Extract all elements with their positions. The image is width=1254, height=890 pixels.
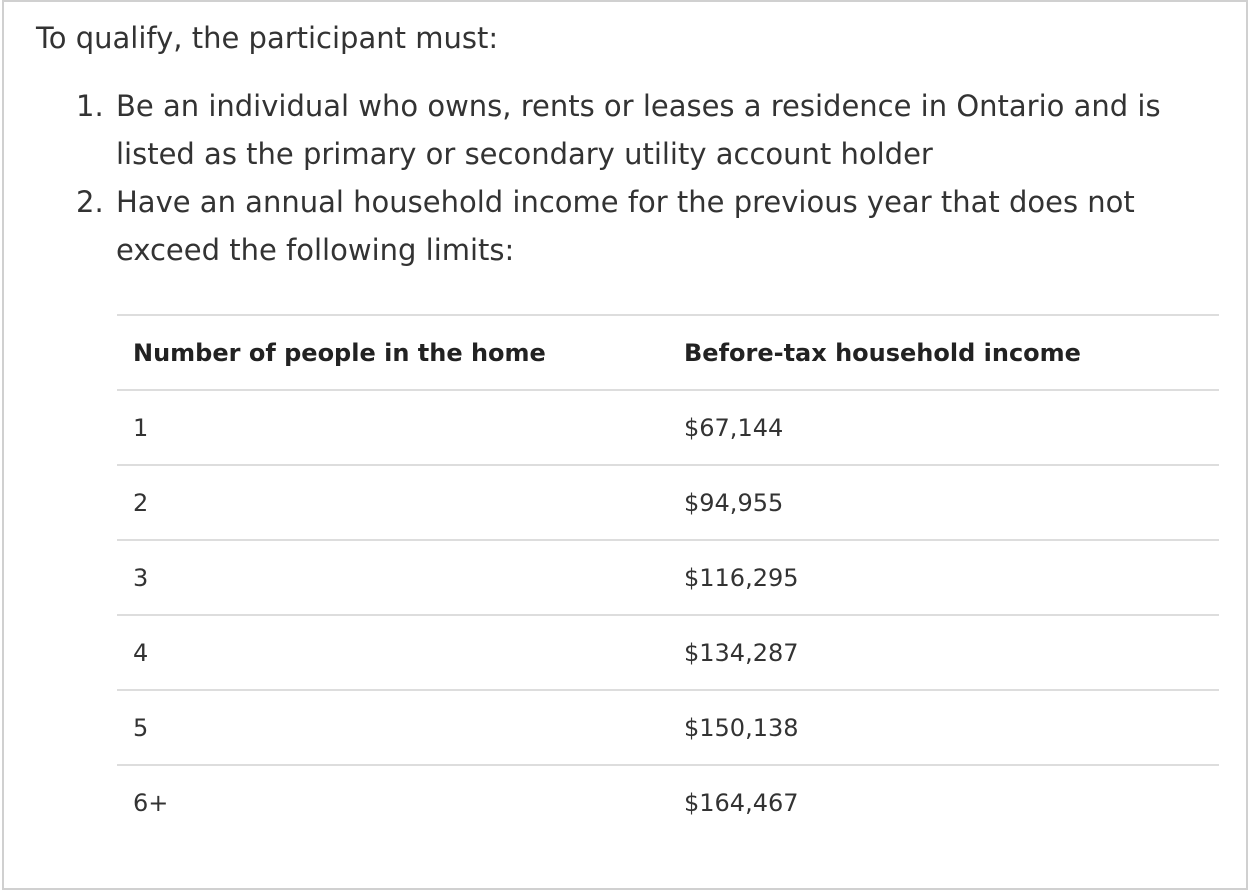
table-cell: $94,955	[668, 464, 1219, 540]
table-row: 4 $134,287	[117, 614, 1219, 690]
table-cell: 5	[117, 689, 668, 765]
table-cell: 4	[117, 614, 668, 690]
table-row: 6+ $164,467	[117, 764, 1219, 840]
list-item: 1. Be an individual who owns, rents or le…	[76, 82, 1216, 178]
table-cell: $164,467	[668, 764, 1219, 840]
table-cell: $134,287	[668, 614, 1219, 690]
list-marker: 1.	[76, 89, 104, 123]
list-item: 2. Have an annual household income for th…	[76, 178, 1216, 274]
table-row: 5 $150,138	[117, 689, 1219, 765]
table-cell: 3	[117, 539, 668, 615]
table-cell: 6+	[117, 764, 668, 840]
list-marker: 2.	[76, 185, 104, 219]
requirements-list: 1. Be an individual who owns, rents or le…	[76, 82, 1216, 274]
table-cell: 1	[117, 389, 668, 465]
intro-text: To qualify, the participant must:	[36, 21, 499, 55]
list-text: Have an annual household income for the …	[116, 185, 1135, 267]
table-cell: $116,295	[668, 539, 1219, 615]
table-row: 1 $67,144	[117, 389, 1219, 465]
table-body: 1 $67,144 2 $94,955 3 $116,295 4 $134,287 5 $150,…	[117, 389, 1219, 840]
header-cell: Number of people in the home	[117, 314, 668, 390]
table-cell: $67,144	[668, 389, 1219, 465]
table-row: 3 $116,295	[117, 539, 1219, 615]
income-table: Number of people in the home Before-tax …	[117, 314, 1219, 840]
header-row: Number of people in the home Before-tax …	[117, 314, 1219, 390]
header-cell: Before-tax household income	[668, 314, 1219, 390]
table-cell: 2	[117, 464, 668, 540]
table-cell: $150,138	[668, 689, 1219, 765]
table-row: 2 $94,955	[117, 464, 1219, 540]
list-text: Be an individual who owns, rents or leas…	[116, 89, 1161, 171]
